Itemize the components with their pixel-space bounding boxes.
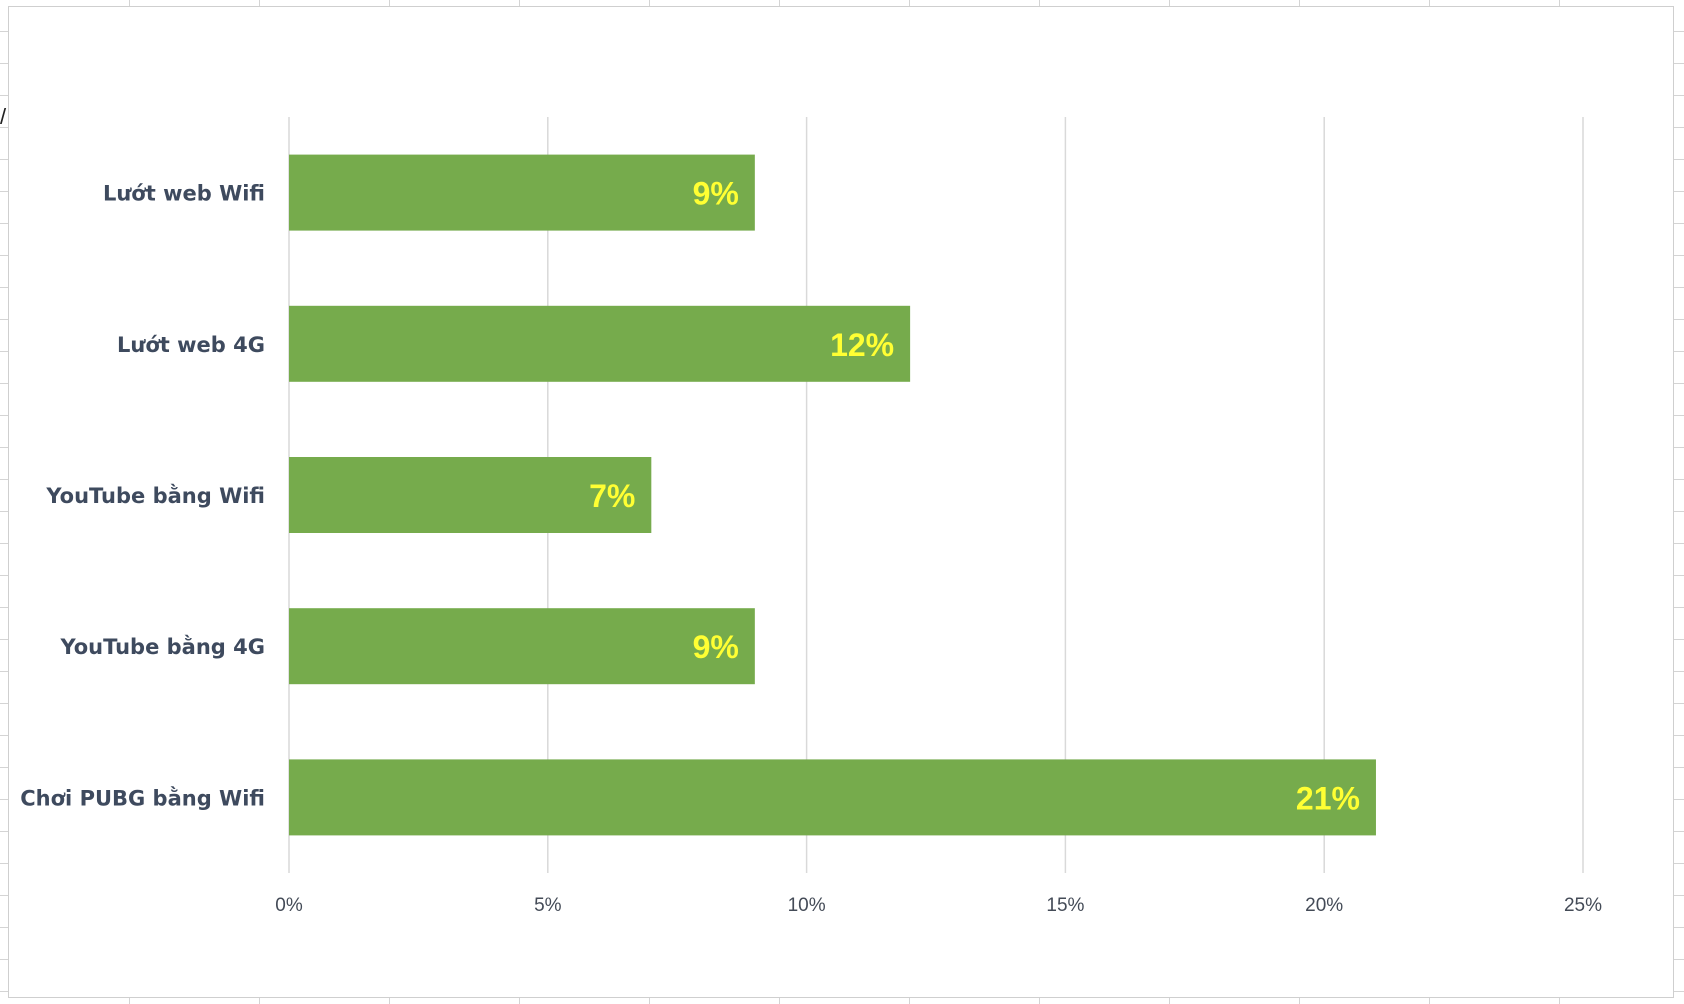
bar[interactable] bbox=[289, 305, 911, 382]
x-tick-label: 10% bbox=[788, 895, 826, 916]
category-label: Lướt web 4G bbox=[117, 333, 265, 357]
category-label: Chơi PUBG bằng Wifi bbox=[20, 785, 265, 810]
category-label: YouTube bằng 4G bbox=[59, 634, 265, 659]
category-label: YouTube bằng Wifi bbox=[45, 483, 265, 508]
x-tick-label: 0% bbox=[275, 895, 303, 916]
bar[interactable] bbox=[289, 759, 1376, 836]
bar[interactable] bbox=[289, 457, 652, 533]
data-label: 9% bbox=[693, 176, 739, 212]
x-tick-label: 20% bbox=[1305, 895, 1343, 916]
category-label: Lướt web Wifi bbox=[103, 182, 265, 206]
x-tick-label: 25% bbox=[1564, 895, 1602, 916]
x-tick-label: 5% bbox=[534, 895, 562, 916]
data-label: 21% bbox=[1296, 780, 1360, 816]
cell-text-fragment: / bbox=[0, 104, 7, 129]
data-label: 7% bbox=[589, 478, 635, 514]
bar[interactable] bbox=[289, 154, 755, 231]
bar[interactable] bbox=[289, 608, 755, 685]
data-label: 9% bbox=[693, 629, 739, 665]
x-tick-label: 15% bbox=[1046, 895, 1084, 916]
data-label: 12% bbox=[830, 327, 894, 363]
